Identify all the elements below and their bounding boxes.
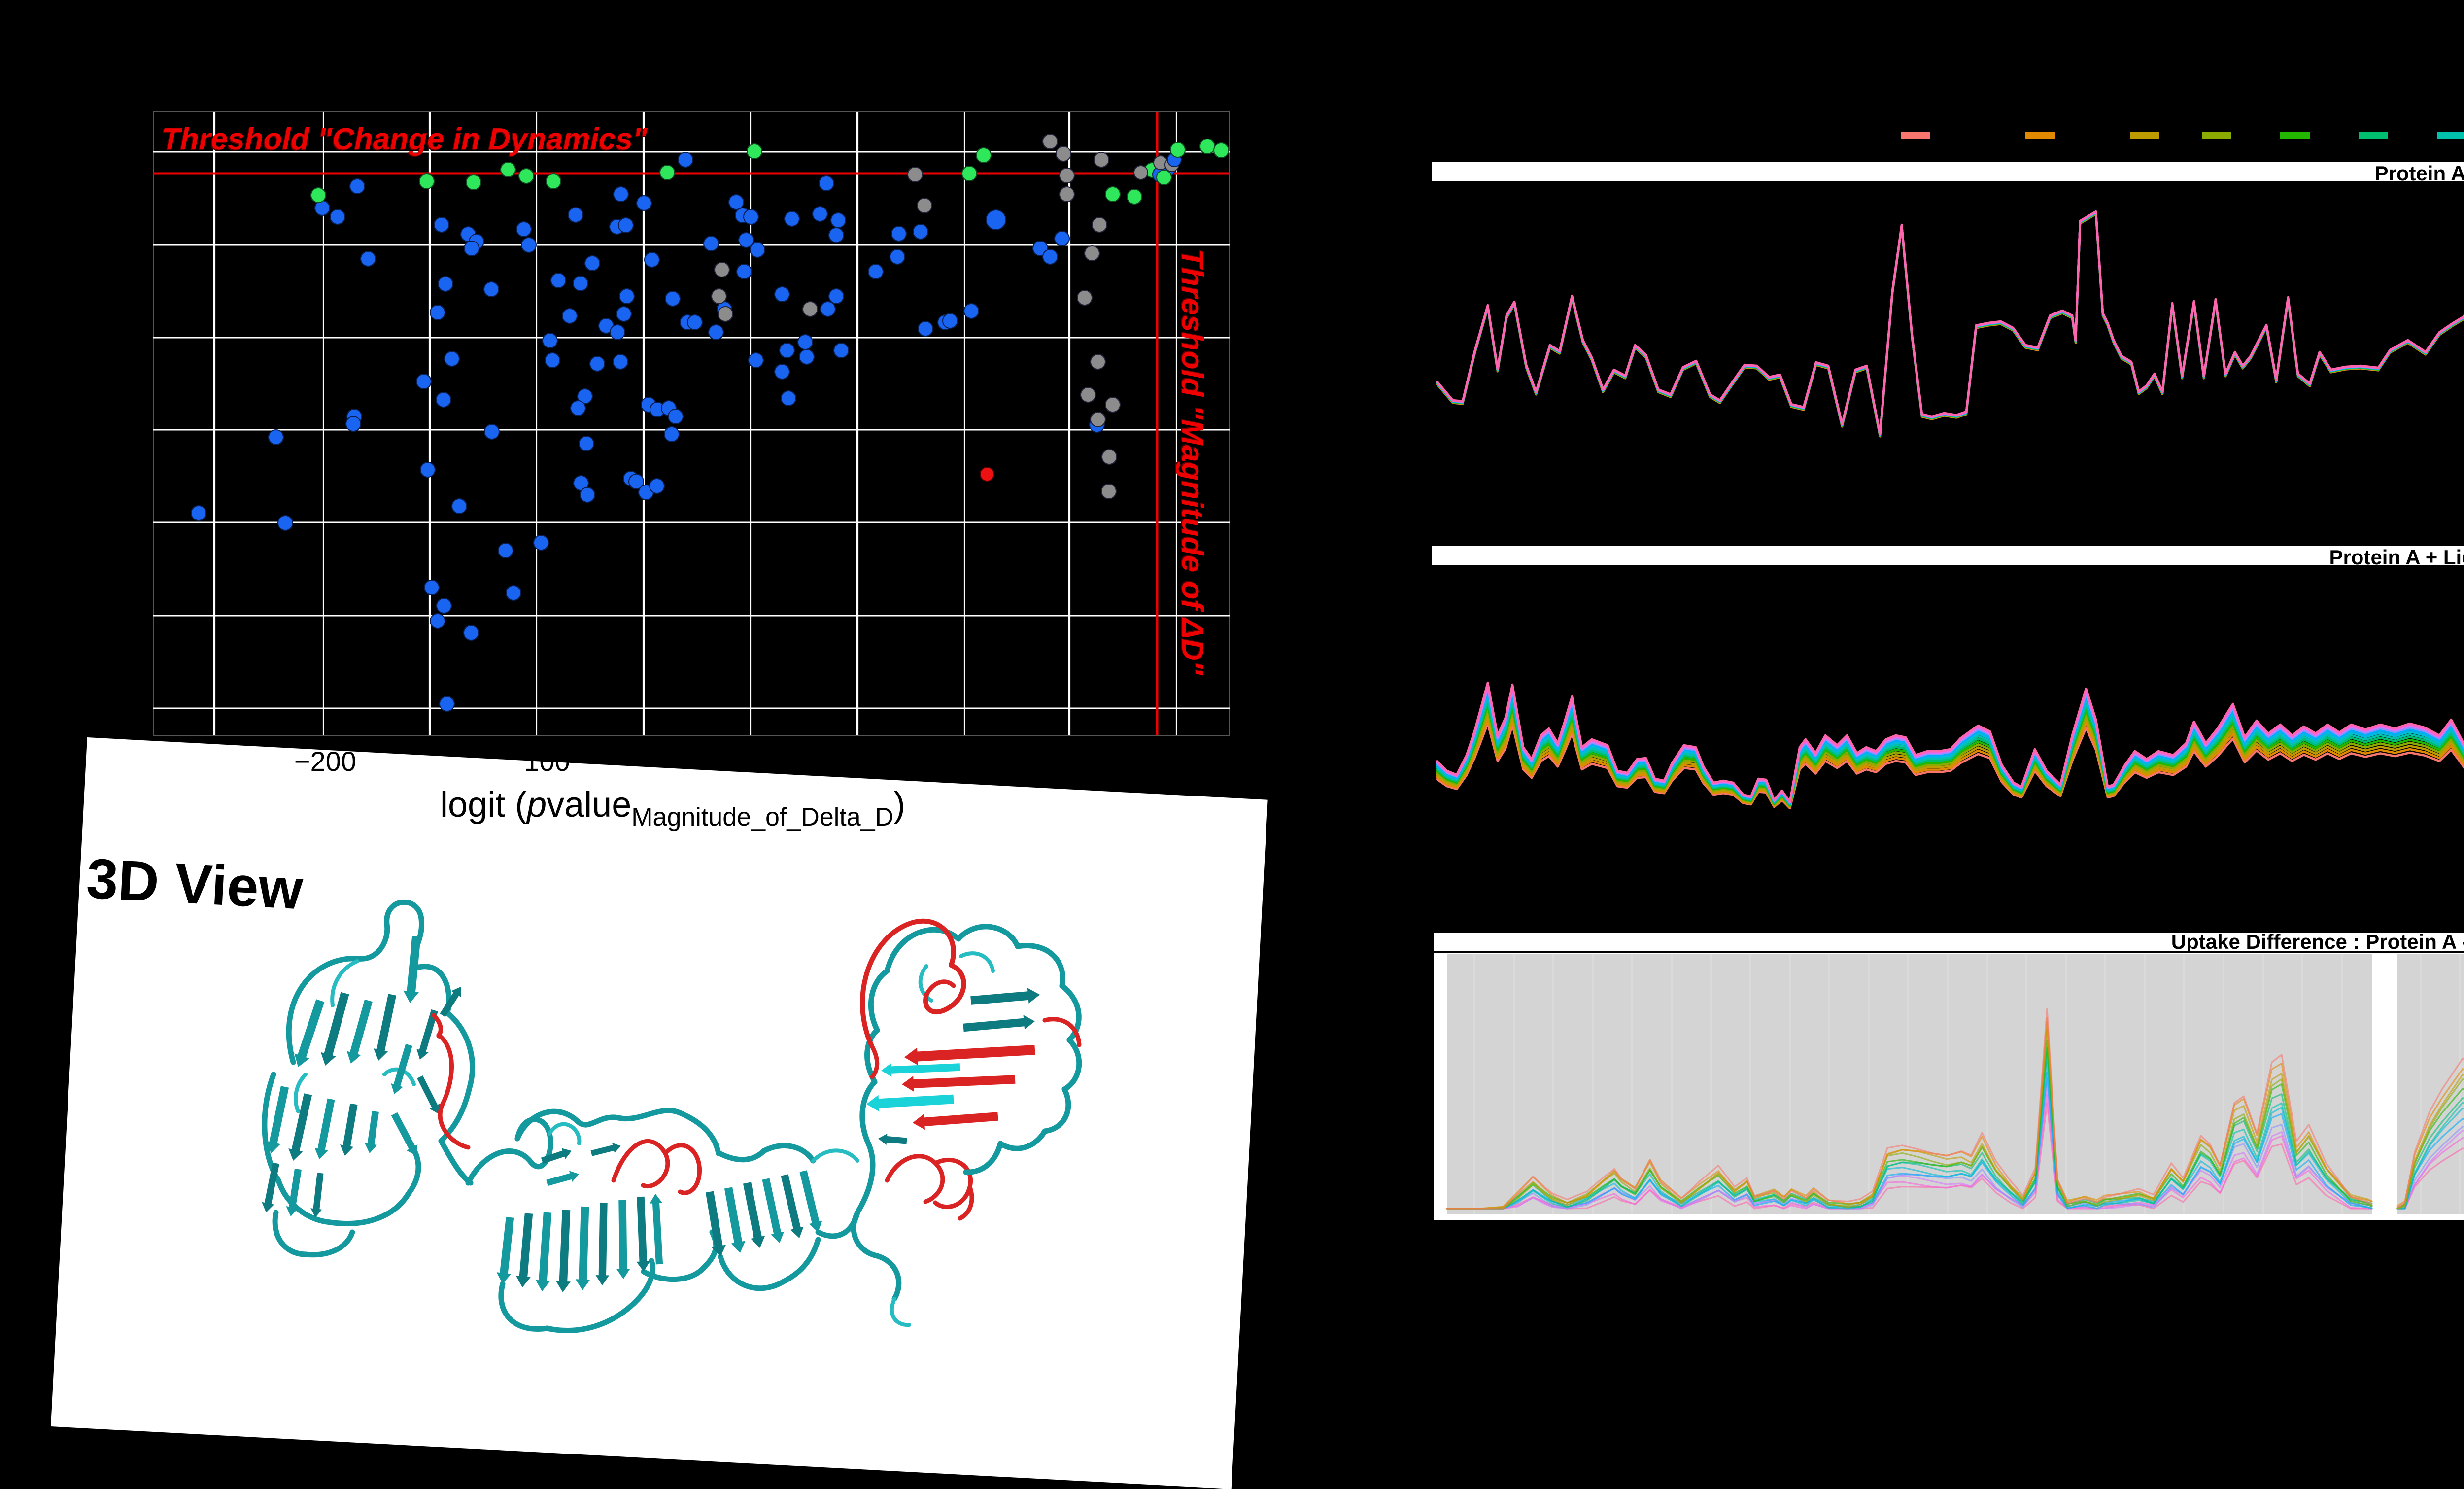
svg-text:Uptake Difference : Protein A: Uptake Difference : Protein A - (Protein…	[2171, 930, 2464, 953]
svg-text:Protein A + Ligand: Protein A + Ligand	[2329, 546, 2464, 569]
svg-text:Protein A: Protein A	[2374, 162, 2464, 185]
